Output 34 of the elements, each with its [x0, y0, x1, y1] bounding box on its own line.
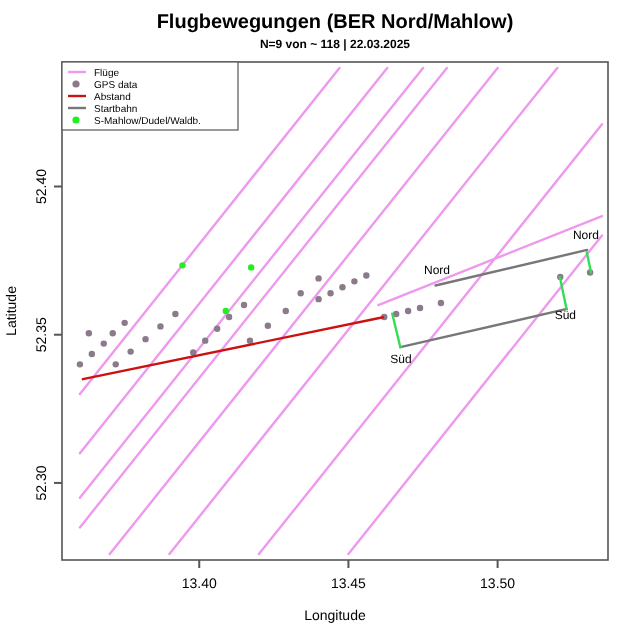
point: [85, 330, 93, 337]
point: [247, 264, 255, 271]
point: [363, 272, 370, 279]
point: [264, 322, 272, 330]
point: [222, 307, 229, 315]
point: [157, 323, 164, 330]
point: [351, 278, 358, 285]
point: [404, 307, 412, 315]
point: [297, 290, 304, 297]
point: [202, 337, 209, 344]
point: [282, 307, 289, 315]
point: [246, 337, 254, 344]
chart-title: Flugbewegungen (BER Nord/Mahlow): [156, 12, 514, 34]
point: [112, 361, 119, 368]
point: [437, 299, 445, 307]
point: [88, 350, 96, 358]
point: [327, 290, 334, 297]
point: [190, 349, 197, 356]
point: [127, 348, 134, 355]
point: [240, 301, 248, 309]
point: [392, 310, 400, 318]
point: [416, 304, 424, 312]
point: [179, 262, 186, 269]
point: [142, 335, 149, 343]
point: [315, 275, 322, 282]
point: [121, 319, 128, 327]
point: [100, 340, 107, 347]
point: [339, 284, 346, 291]
point: [109, 330, 116, 337]
point: [213, 325, 221, 332]
point: [225, 313, 233, 321]
point: [76, 361, 84, 368]
point: [315, 295, 322, 303]
point: [172, 310, 179, 318]
